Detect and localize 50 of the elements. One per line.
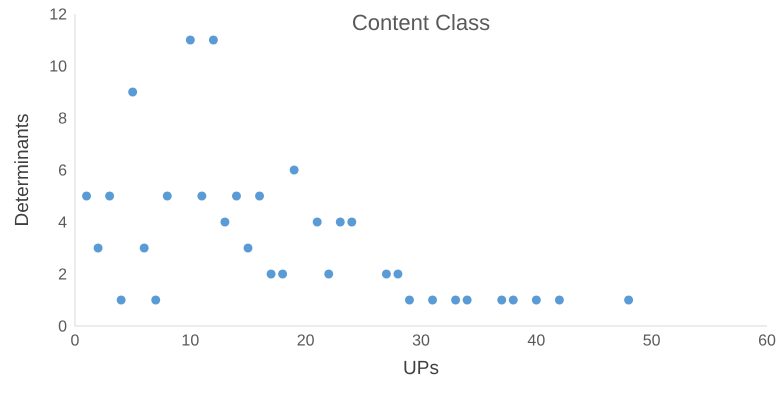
y-axis-title: Determinants	[12, 114, 34, 226]
point	[220, 217, 230, 227]
point	[532, 295, 541, 305]
point	[140, 243, 149, 253]
x-tick-label: 30	[412, 332, 430, 350]
point	[151, 295, 160, 305]
point	[624, 295, 634, 305]
y-tick-label: 12	[49, 6, 68, 24]
point	[347, 217, 356, 227]
y-tick-label: 4	[58, 214, 68, 232]
point	[290, 165, 299, 175]
y-tick-label: 2	[58, 266, 68, 284]
y-tick-label: 10	[49, 58, 68, 76]
chart-title: Content Class	[350, 10, 492, 36]
point	[497, 295, 506, 305]
point	[162, 191, 172, 201]
point	[324, 269, 334, 279]
y-tick-label: 0	[58, 318, 68, 336]
point	[128, 87, 138, 97]
point	[508, 295, 518, 305]
point	[404, 295, 414, 305]
point	[116, 295, 126, 305]
point	[451, 295, 460, 305]
x-tick-label: 10	[181, 332, 200, 350]
point	[94, 243, 103, 253]
point	[393, 269, 402, 279]
point	[266, 269, 276, 279]
point	[208, 35, 218, 45]
point	[382, 269, 391, 279]
x-tick-label: 60	[758, 332, 776, 350]
x-tick-label: 40	[527, 332, 546, 350]
point	[197, 191, 206, 201]
x-tick-label: 50	[642, 332, 661, 350]
point	[428, 295, 438, 305]
point	[105, 191, 114, 201]
x-tick-label: 0	[70, 332, 80, 350]
point	[186, 35, 195, 45]
x-tick-label: 20	[296, 332, 315, 350]
point	[278, 269, 288, 279]
point	[336, 217, 345, 227]
point	[243, 243, 253, 253]
point	[255, 191, 264, 201]
x-axis-title: UPs	[403, 358, 439, 379]
point	[312, 217, 322, 227]
y-tick-label: 8	[58, 110, 68, 128]
y-tick-label: 6	[58, 162, 68, 180]
point	[462, 295, 472, 305]
point	[82, 191, 92, 201]
point	[554, 295, 564, 305]
point	[232, 191, 241, 201]
